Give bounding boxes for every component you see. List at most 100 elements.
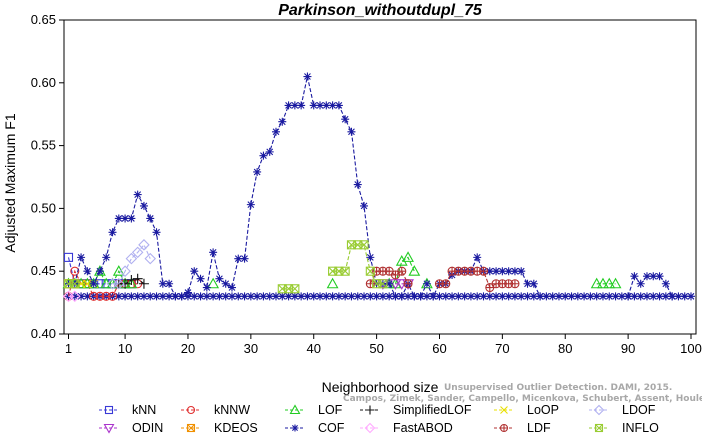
series-fastabod (62, 290, 81, 303)
data-point (146, 214, 155, 223)
data-point (183, 288, 192, 297)
legend-label: LDOF (622, 403, 656, 417)
baseline-marker (316, 292, 325, 301)
legend-marker (186, 405, 196, 415)
legend-item-fastabod: FastABOD (360, 421, 453, 434)
chart-title: Parkinson_withoutdupl_75 (278, 2, 483, 19)
legend-item-kdeos: KDEOS (181, 421, 258, 434)
x-tick-label: 60 (432, 341, 446, 356)
data-point (95, 291, 105, 301)
baseline-marker (617, 292, 626, 301)
data-point (265, 147, 274, 156)
baseline-marker (77, 292, 86, 301)
baseline-marker (529, 292, 538, 301)
data-point (422, 279, 431, 288)
data-point (207, 277, 220, 289)
data-point (328, 101, 337, 110)
legend-marker (500, 424, 508, 432)
legend-label: kNNW (214, 403, 250, 417)
baseline-marker (265, 292, 274, 301)
baseline-marker (498, 292, 507, 301)
data-point (77, 253, 86, 262)
data-point (272, 127, 280, 136)
data-point (347, 127, 356, 136)
data-point (119, 265, 131, 277)
y-axis: 0.40 0.45 0.50 0.55 0.60 0.65 (31, 12, 64, 341)
legend-item-knn: kNN (99, 403, 156, 417)
data-point (353, 240, 363, 250)
legend-item-knnw: kNNW (181, 403, 250, 417)
data-point (661, 279, 670, 288)
baseline-markers (64, 292, 695, 301)
data-point (510, 267, 519, 276)
data-point (144, 252, 157, 265)
data-point (385, 267, 394, 276)
baseline-marker (322, 292, 331, 301)
data-point (359, 240, 369, 250)
data-point (395, 255, 408, 266)
x-tick-label: 70 (495, 341, 509, 356)
data-point (303, 72, 312, 81)
baseline-marker (504, 292, 513, 301)
baseline-marker (554, 292, 563, 301)
baseline-marker (510, 292, 519, 301)
data-point (416, 292, 425, 301)
y-tick-label: 0.50 (31, 200, 56, 215)
baseline-marker (422, 292, 431, 301)
data-point (113, 277, 125, 290)
data-point (132, 273, 143, 284)
series-cof (64, 72, 677, 301)
baseline-marker (542, 292, 551, 301)
legend-marker (593, 404, 605, 416)
data-point (139, 201, 148, 210)
series-simplifiedlof (113, 273, 149, 289)
data-point (202, 283, 211, 292)
baseline-marker (202, 292, 211, 301)
data-point (334, 101, 343, 110)
baseline-marker (385, 292, 394, 301)
data-point (70, 279, 80, 289)
y-tick-label: 0.55 (31, 138, 56, 153)
data-point (127, 214, 136, 223)
baseline-marker (573, 292, 582, 301)
baseline-marker (523, 292, 532, 301)
baseline-marker (680, 292, 689, 301)
legend-label: KDEOS (214, 421, 258, 434)
data-point (83, 267, 92, 276)
baseline-marker (605, 292, 614, 301)
data-point (402, 251, 414, 262)
baseline-marker (190, 292, 199, 301)
data-point (196, 274, 205, 283)
baseline-marker (687, 292, 695, 301)
data-point (221, 279, 230, 288)
data-point (277, 284, 287, 294)
data-point (536, 292, 545, 301)
data-point (410, 292, 419, 301)
x-tick-label: 90 (621, 341, 635, 356)
baseline-marker (114, 292, 123, 301)
data-point (108, 228, 117, 237)
baseline-marker (328, 292, 337, 301)
data-point (655, 272, 664, 281)
baseline-marker (196, 292, 205, 301)
data-point (529, 279, 538, 288)
data-point (485, 283, 494, 292)
data-point (259, 151, 268, 160)
baseline-marker (246, 292, 255, 301)
data-point (158, 279, 167, 288)
baseline-marker (580, 292, 589, 301)
data-point (322, 101, 331, 110)
data-point (597, 277, 609, 289)
data-point (309, 101, 318, 110)
data-point (114, 214, 123, 223)
baseline-marker (586, 292, 595, 301)
legend: kNN kNNW LOF SimplifiedLOF LoOP LDOF ODIN KDEOS… (99, 403, 659, 434)
legend-marker (289, 404, 301, 415)
baseline-marker (517, 292, 526, 301)
data-point (378, 279, 388, 289)
legend-item-simplifiedlof: SimplifiedLOF (360, 403, 472, 417)
baseline-marker (611, 292, 620, 301)
plot-frame (63, 19, 697, 335)
data-point (101, 291, 111, 301)
data-point (89, 291, 99, 301)
